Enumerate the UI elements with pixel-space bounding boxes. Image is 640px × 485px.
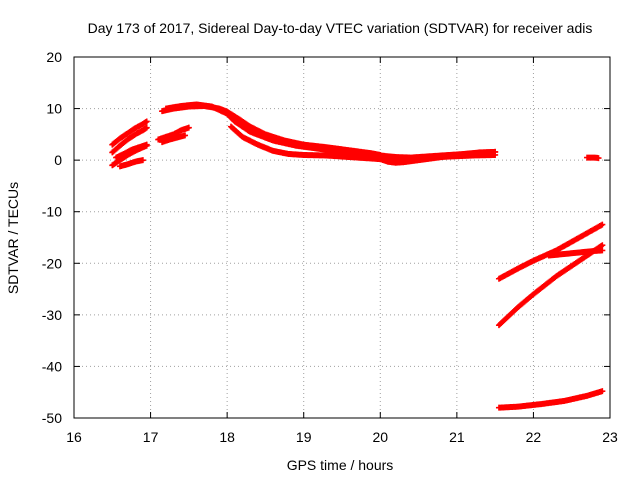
data-points bbox=[116, 157, 146, 170]
data-layer bbox=[109, 101, 606, 411]
series-arc-d3 bbox=[545, 247, 606, 259]
series-arc-b5 bbox=[227, 123, 384, 163]
data-points bbox=[495, 388, 606, 411]
series-arc-b4 bbox=[159, 132, 189, 146]
x-tick-label: 18 bbox=[219, 429, 235, 445]
y-tick-label: 0 bbox=[54, 152, 62, 168]
data-points bbox=[109, 118, 150, 148]
data-points bbox=[227, 123, 384, 163]
x-tick-label: 23 bbox=[602, 429, 618, 445]
series-arc-a1 bbox=[109, 118, 150, 148]
y-tick-label: 20 bbox=[46, 49, 62, 65]
data-points bbox=[400, 151, 499, 162]
y-tick-label: -50 bbox=[42, 410, 62, 426]
series-arc-d4 bbox=[495, 388, 606, 411]
series-arc-e1 bbox=[584, 154, 602, 162]
data-points bbox=[495, 221, 606, 282]
data-points bbox=[155, 124, 192, 143]
y-axis-label: SDTVAR / TECUs bbox=[5, 182, 21, 294]
x-tick-label: 20 bbox=[372, 429, 388, 445]
grid bbox=[74, 57, 610, 418]
y-tick-label: -20 bbox=[42, 255, 62, 271]
y-tick-label: -40 bbox=[42, 358, 62, 374]
series-arc-b2 bbox=[162, 101, 384, 158]
y-tick-label: 10 bbox=[46, 101, 62, 117]
x-tick-label: 16 bbox=[66, 429, 82, 445]
series-arc-b3 bbox=[155, 124, 192, 143]
ticks: 16 17 18 19 20 21 22 23 20 10 0 -10 -20 -30 -40 -50 bbox=[42, 49, 618, 445]
data-points bbox=[545, 247, 606, 259]
y-tick-label: -10 bbox=[42, 204, 62, 220]
x-tick-label: 22 bbox=[526, 429, 542, 445]
data-points bbox=[113, 141, 150, 161]
data-points bbox=[159, 132, 189, 146]
series-arc-a5 bbox=[116, 157, 146, 170]
x-tick-label: 19 bbox=[296, 429, 312, 445]
x-tick-label: 21 bbox=[449, 429, 465, 445]
data-points bbox=[584, 154, 602, 162]
series-arc-d1 bbox=[495, 221, 606, 282]
x-tick-label: 17 bbox=[143, 429, 159, 445]
series-arc-c3 bbox=[400, 151, 499, 162]
series-arc-a2 bbox=[109, 124, 150, 156]
plot-frame bbox=[73, 56, 611, 419]
series-arc-a4 bbox=[113, 141, 150, 161]
y-tick-label: -30 bbox=[42, 307, 62, 323]
chart-title: Day 173 of 2017, Sidereal Day-to-day VTE… bbox=[88, 20, 593, 36]
data-points bbox=[162, 101, 384, 158]
data-points bbox=[109, 124, 150, 156]
x-axis-label: GPS time / hours bbox=[287, 457, 394, 473]
